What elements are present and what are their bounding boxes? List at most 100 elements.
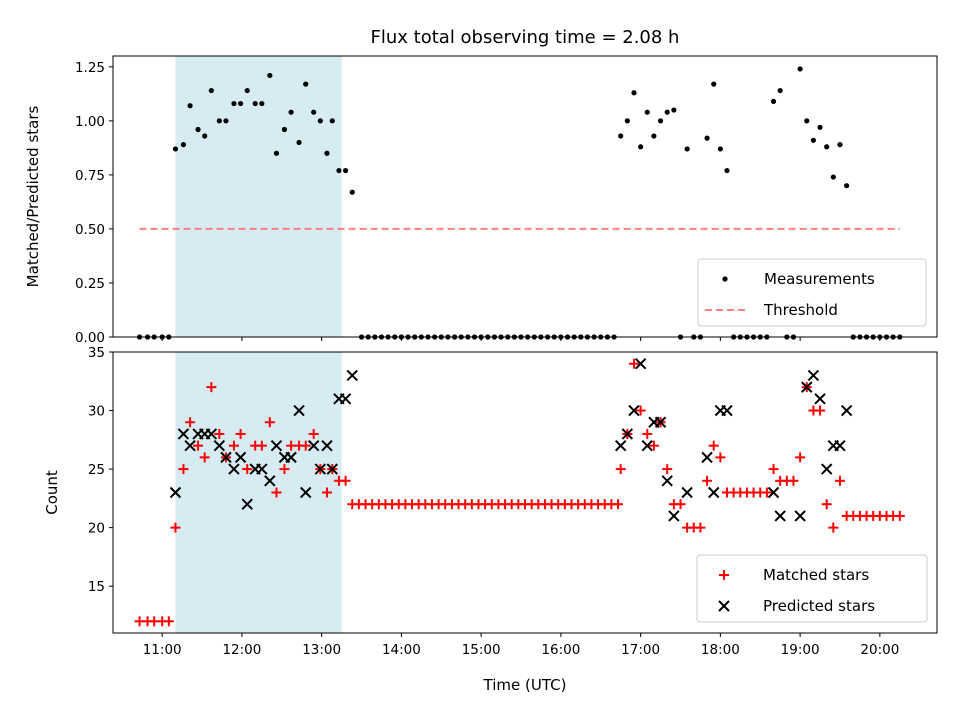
- data-point: [628, 358, 639, 369]
- data-point: [296, 139, 302, 146]
- x-tick-label: 14:00: [382, 642, 421, 658]
- data-point: [339, 393, 352, 405]
- y-tick-label: 1.00: [75, 114, 105, 130]
- y-tick-label: 35: [88, 345, 105, 361]
- data-point: [303, 81, 309, 87]
- data-point: [618, 133, 624, 139]
- data-point: [213, 439, 226, 452]
- data-point: [820, 463, 833, 475]
- data-point: [252, 100, 258, 107]
- data-point: [324, 150, 330, 156]
- bottom-axes-frame: [112, 351, 938, 634]
- data-point: [285, 451, 297, 464]
- data-point: [163, 616, 174, 627]
- data-point: [311, 109, 317, 115]
- data-point: [228, 463, 240, 475]
- data-point: [321, 439, 333, 452]
- top-y-axis-label: Matched/Predicted stars: [24, 106, 42, 288]
- data-point: [662, 464, 673, 475]
- data-point: [205, 428, 218, 440]
- bottom-y-axis-label: Count: [43, 470, 61, 515]
- data-point: [695, 522, 706, 533]
- data-point: [349, 189, 355, 195]
- data-point: [815, 405, 826, 416]
- data-point: [177, 428, 190, 440]
- data-point: [840, 404, 853, 417]
- data-point: [711, 81, 717, 87]
- data-point: [624, 118, 630, 124]
- data-point: [259, 100, 265, 107]
- bottom-x-axis: 11:00 12:00 13:00 14:00 15:00 16:00 17:00 18:00…: [143, 633, 899, 658]
- data-point: [270, 439, 283, 452]
- y-tick-label: 1.25: [75, 60, 105, 76]
- x-tick-label: 20:00: [860, 642, 899, 658]
- data-point: [185, 417, 196, 428]
- bottom-panel: 15 20 25 30 35 11:00 12:00 13:00 14:00 15:00 16:0…: [43, 345, 938, 694]
- predicted-stars-series: [169, 358, 853, 522]
- data-point: [770, 98, 777, 104]
- data-point: [326, 463, 338, 475]
- data-point: [281, 126, 288, 133]
- data-point: [340, 475, 351, 486]
- data-point: [293, 404, 305, 417]
- data-point: [788, 475, 799, 486]
- data-point: [830, 174, 836, 180]
- data-point: [336, 167, 342, 174]
- data-point: [342, 167, 349, 174]
- data-point: [628, 404, 640, 417]
- data-point: [202, 133, 208, 139]
- data-point: [615, 464, 626, 475]
- data-point: [279, 464, 290, 475]
- data-point: [264, 475, 276, 487]
- data-point: [684, 146, 690, 152]
- bottom-y-axis: 15 20 25 30 35: [88, 345, 113, 595]
- data-point: [195, 126, 201, 133]
- data-point: [256, 463, 268, 475]
- data-point: [288, 109, 294, 115]
- data-point: [797, 66, 803, 72]
- data-point: [178, 464, 189, 475]
- data-point: [661, 475, 673, 487]
- data-point: [821, 499, 832, 510]
- top-shaded-region: [175, 56, 342, 337]
- data-point: [346, 369, 358, 382]
- x-tick-label: 12:00: [222, 642, 261, 658]
- data-point: [314, 463, 327, 475]
- data-point: [635, 405, 646, 416]
- data-point: [668, 510, 680, 522]
- data-point: [256, 440, 267, 451]
- data-point: [777, 87, 783, 94]
- data-point: [214, 428, 225, 439]
- data-point: [719, 570, 729, 580]
- data-point: [761, 487, 772, 498]
- data-point: [317, 118, 323, 124]
- data-point: [271, 487, 282, 498]
- data-point: [308, 428, 319, 439]
- x-tick-label: 16:00: [541, 642, 580, 658]
- data-point: [671, 107, 677, 113]
- data-point: [231, 100, 237, 107]
- top-panel: 0.00 0.25 0.50 0.75 1.00 1.25 Flux total obse…: [24, 27, 938, 346]
- data-point: [804, 118, 810, 124]
- data-point: [657, 118, 664, 124]
- data-point: [664, 109, 670, 115]
- data-point: [717, 146, 723, 152]
- bottom-legend-box: [696, 554, 928, 623]
- x-tick-label: 17:00: [621, 642, 660, 658]
- data-point: [795, 452, 806, 463]
- data-point: [701, 451, 713, 464]
- data-point: [206, 382, 217, 393]
- data-point: [681, 486, 693, 499]
- data-point: [180, 142, 187, 148]
- data-point: [814, 393, 826, 405]
- data-point: [801, 381, 813, 393]
- data-point: [613, 499, 624, 510]
- data-point: [834, 439, 846, 452]
- data-point: [307, 439, 320, 452]
- data-point: [242, 464, 253, 475]
- data-point: [169, 486, 182, 499]
- data-point: [807, 369, 820, 382]
- data-point: [228, 440, 239, 451]
- data-point: [704, 135, 710, 141]
- data-point: [642, 428, 653, 439]
